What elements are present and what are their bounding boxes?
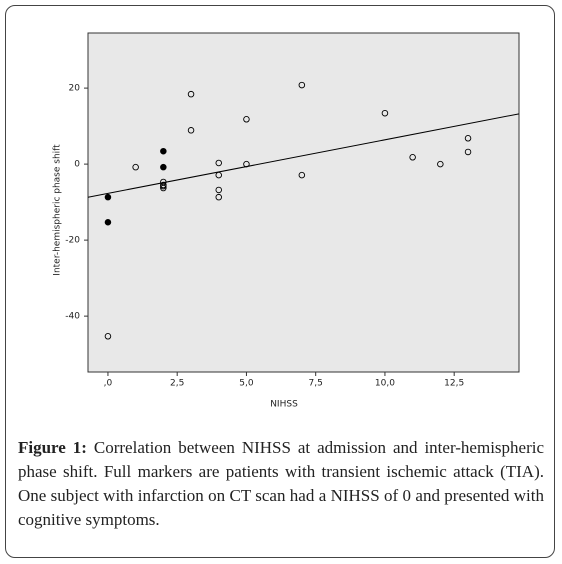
caption-text: Correlation between NIHSS at admission a… [18,438,545,529]
x-axis-title: NIHSS [270,400,298,410]
y-tick-label: 20 [69,84,81,94]
point [215,159,222,167]
y-tick-label: 0 [74,160,80,170]
caption: Figure 1: Correlation between NIHSS at a… [18,436,544,532]
point [160,147,167,155]
point [464,148,472,156]
point [104,219,112,226]
point [160,182,167,190]
point [132,163,139,171]
point [298,171,306,179]
plot-area [87,32,520,373]
y-axis-title: Inter-hemispheric phase shift [53,144,63,276]
x-tick-label: 7,5 [309,379,323,389]
point [160,163,167,171]
point [104,333,112,340]
x-tick-label: 12,5 [444,379,464,389]
trendline [87,113,520,198]
x-tick-label: 10,0 [375,379,395,389]
caption-label: Figure 1: [18,438,87,457]
point [160,184,167,192]
y-tick-label: -20 [65,236,80,246]
y-tick-label: -40 [65,312,80,322]
point [215,171,222,179]
x-tick-label: 5,0 [239,379,254,389]
x-tick-label: ,0 [104,379,113,389]
figure-frame [5,5,555,558]
point [243,116,250,123]
point [215,193,222,201]
point [464,135,472,142]
x-tick-label: 2,5 [170,379,184,389]
point [381,109,389,117]
point [437,160,444,168]
point [104,193,112,201]
point [409,154,416,161]
chart: NIHSS Inter-hemispheric phase shift ,0 2,… [53,32,520,410]
point [298,81,306,89]
point [187,90,195,98]
point [187,127,195,134]
point [160,178,167,186]
point [215,186,222,194]
point [243,160,250,168]
